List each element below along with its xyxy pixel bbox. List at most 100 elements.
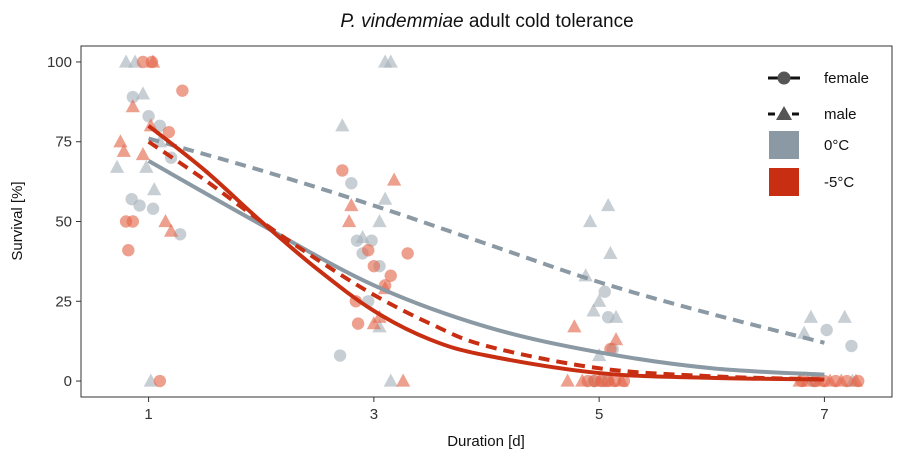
y-tick-label: 0 [64,373,72,390]
data-point-female-minus5c [362,244,375,257]
data-point-female-0c [333,349,347,362]
x-tick-label: 5 [595,406,603,423]
data-point-male-0c [109,159,125,173]
data-point-male-0c [837,309,852,323]
legend-item-minus5c: -5°C [769,168,854,196]
legend: female male 0°C -5°C [768,70,869,196]
data-point-female-0c [133,199,146,212]
x-tick-label: 7 [820,406,828,423]
chart-title: P. vindemmiae adult cold tolerance [340,11,633,32]
y-tick-label: 100 [47,54,72,71]
x-tick-label: 1 [144,406,152,423]
data-point-female-minus5c [840,374,854,388]
legend-male-label: male [824,106,857,123]
data-point-female-minus5c [384,269,397,282]
data-point-male-minus5c [341,214,357,228]
chart-title-species: P. vindemmiae [340,11,463,32]
data-point-male-0c [139,159,154,173]
legend-item-female: female [768,70,869,87]
data-point-female-0c [173,228,187,241]
data-point-female-minus5c [401,247,414,260]
data-point-female-minus5c [336,164,349,177]
data-point-male-minus5c [387,172,402,186]
data-point-male-minus5c [344,198,359,212]
data-point-female-0c [601,311,615,324]
data-point-female-0c [845,339,858,353]
data-point-female-minus5c [829,374,842,388]
data-point-male-0c [601,198,616,212]
data-point-male-minus5c [113,134,128,148]
data-point-male-0c [383,54,398,68]
data-point-female-minus5c [176,84,189,97]
legend-female-label: female [824,70,869,87]
fit-line-male-minus5c [147,140,825,382]
chart-title-rest: adult cold tolerance [464,11,634,32]
legend-minus5c-swatch [769,168,799,196]
fit-line-male-0c [148,136,825,345]
data-point-female-minus5c [122,244,135,257]
data-point-male-minus5c [163,223,179,237]
data-point-male-0c [583,214,598,228]
x-tick-label: 3 [370,406,378,423]
data-point-male-minus5c [116,143,131,157]
data-point-male-minus5c [567,319,582,333]
data-point-female-0c [345,177,358,190]
data-point-female-minus5c [617,374,631,388]
fit-lines [147,124,825,382]
y-axis: 0 25 50 75 100 [47,54,81,390]
legend-item-0c: 0°C [769,131,849,159]
x-axis: 1 3 5 7 [144,397,829,423]
data-point-male-0c [372,214,387,228]
data-point-female-minus5c [852,374,865,388]
data-point-female-0c [820,323,833,337]
legend-0c-label: 0°C [824,137,849,154]
data-point-female-0c [153,119,167,132]
data-point-male-0c [152,134,167,148]
data-point-female-minus5c [608,374,622,388]
fit-line-female-minus5c [147,124,825,382]
data-point-male-0c [797,325,812,339]
data-point-male-0c [592,348,607,362]
data-point-male-0c [147,182,162,196]
data-point-female-minus5c [351,317,365,330]
data-point-female-0c [126,90,140,104]
data-point-male-minus5c [560,373,575,387]
data-point-male-0c [378,191,393,205]
legend-male-triangle-icon [776,106,792,120]
data-point-male-minus5c [396,373,411,387]
data-point-female-0c [146,202,160,215]
data-point-female-0c [598,285,611,298]
data-point-female-minus5c [367,259,381,273]
y-axis-title: Survival [%] [9,181,26,260]
data-point-male-minus5c [135,146,151,161]
data-point-male-0c [586,303,601,317]
data-point-female-minus5c [162,125,176,139]
x-axis-title: Duration [d] [447,433,525,450]
data-point-male-0c [383,373,398,387]
data-point-female-0c [350,234,364,247]
data-points [109,54,865,388]
data-point-male-0c [135,86,151,100]
data-point-male-0c [118,54,134,68]
data-point-female-minus5c [153,374,167,388]
fit-line-female-0c [147,159,825,377]
data-point-female-minus5c [145,55,159,69]
legend-item-male: male [768,106,857,123]
data-point-male-minus5c [608,332,624,346]
data-point-male-minus5c [125,99,140,113]
data-point-female-minus5c [136,55,150,69]
data-point-male-minus5c [158,214,173,228]
data-point-male-0c [803,309,819,323]
data-point-male-0c [335,118,350,132]
data-point-male-0c [603,245,618,260]
y-tick-label: 50 [55,214,72,231]
y-tick-label: 75 [55,134,72,151]
data-point-female-0c [365,234,378,247]
legend-0c-swatch [769,131,799,159]
data-point-female-0c [142,110,155,123]
legend-female-circle-icon [777,71,791,85]
y-tick-label: 25 [55,293,72,310]
legend-minus5c-label: -5°C [824,174,854,191]
data-point-female-minus5c [126,215,140,228]
